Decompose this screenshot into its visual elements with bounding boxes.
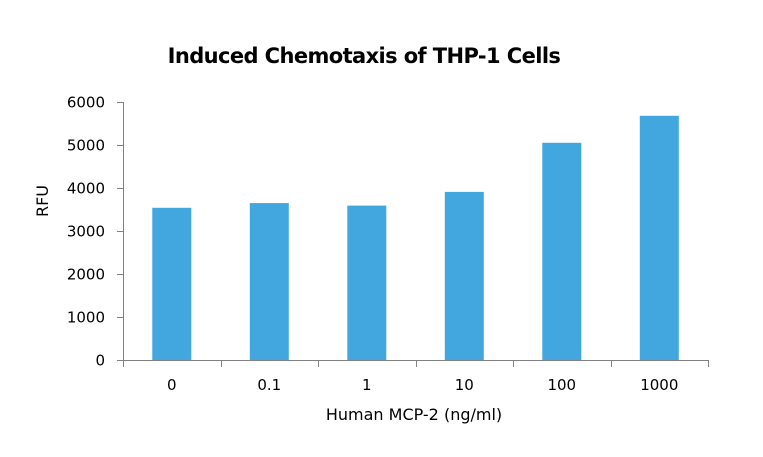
bar-0.1 xyxy=(249,203,289,360)
y-axis: 0 1000 2000 3000 4000 5000 6000 xyxy=(67,94,124,370)
x-tick-label: 0.1 xyxy=(257,376,281,394)
chart-title: Induced Chemotaxis of THP-1 Cells xyxy=(168,44,561,68)
y-tick-label: 6000 xyxy=(67,94,105,112)
bars xyxy=(152,115,679,360)
y-tick-label: 0 xyxy=(95,352,105,370)
x-tick-label: 1000 xyxy=(640,376,678,394)
x-tick-label: 1 xyxy=(362,376,372,394)
bar-100 xyxy=(542,142,582,360)
y-tick-label: 3000 xyxy=(67,223,105,241)
bar-0 xyxy=(152,207,192,360)
bar-1000 xyxy=(639,115,679,360)
y-tick-label: 5000 xyxy=(67,137,105,155)
bar-1 xyxy=(347,205,387,360)
y-tick-label: 2000 xyxy=(67,266,105,284)
y-axis-label: RFU xyxy=(33,185,52,217)
x-ticks: 0 0.1 1 10 100 1000 xyxy=(123,360,709,394)
x-tick-label: 0 xyxy=(167,376,177,394)
x-axis: 0 0.1 1 10 100 1000 xyxy=(123,360,709,394)
x-tick-label: 100 xyxy=(547,376,576,394)
y-tick-label: 4000 xyxy=(67,180,105,198)
plot-area: 0 1000 2000 3000 4000 5000 6000 0 0.1 1 10 100 1000 xyxy=(67,94,709,394)
x-tick-label: 10 xyxy=(455,376,474,394)
y-tick-label: 1000 xyxy=(67,309,105,327)
x-axis-label: Human MCP-2 (ng/ml) xyxy=(326,405,502,424)
y-ticks: 0 1000 2000 3000 4000 5000 6000 xyxy=(67,94,123,370)
bar-10 xyxy=(444,191,484,360)
